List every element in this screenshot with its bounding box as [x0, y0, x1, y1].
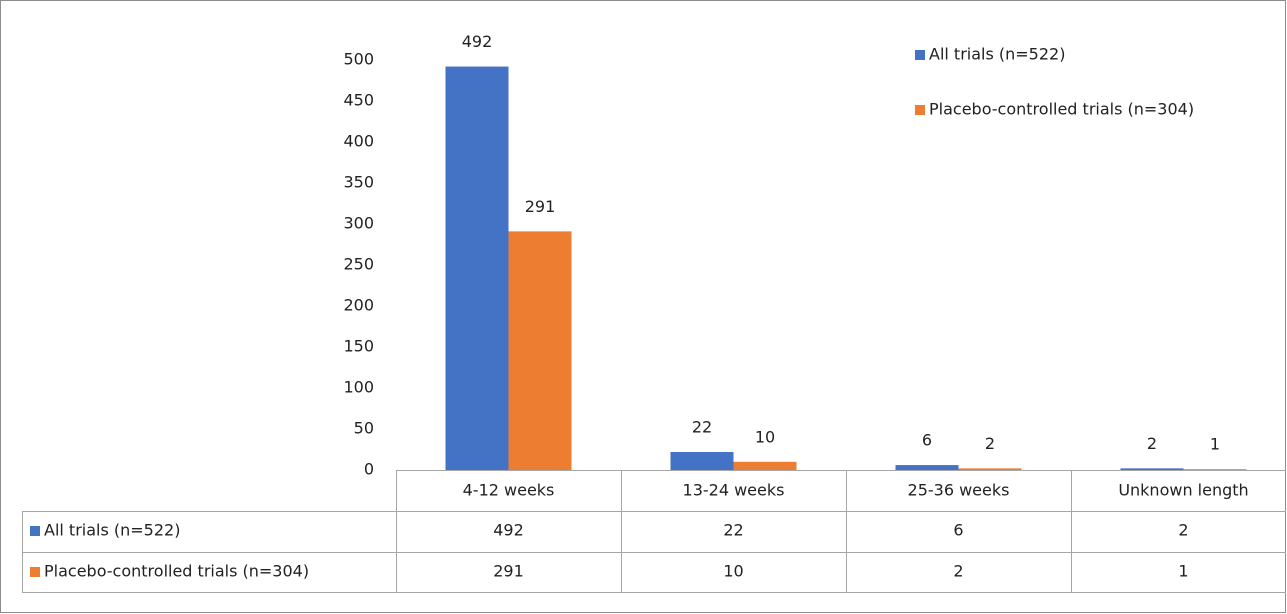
legend-key [915, 50, 925, 60]
table-value: 10 [723, 562, 743, 581]
y-tick-label: 500 [343, 50, 374, 69]
data-label: 2 [1147, 434, 1157, 453]
bar [1183, 469, 1247, 470]
data-label: 291 [525, 197, 556, 216]
table-legend-key [30, 567, 40, 577]
y-tick-label: 100 [343, 378, 374, 397]
data-table-grid [22, 470, 1286, 593]
y-tick-label: 150 [343, 337, 374, 356]
x-tick-label: 4-12 weeks [463, 481, 555, 500]
table-value: 2 [1178, 521, 1188, 540]
table-value: 492 [493, 521, 524, 540]
data-label: 492 [462, 32, 493, 51]
table-row-label: Placebo-controlled trials (n=304) [44, 562, 309, 581]
table-value: 1 [1178, 562, 1188, 581]
data-label: 10 [755, 427, 775, 446]
x-tick-label: 13-24 weeks [683, 481, 785, 500]
y-tick-label: 200 [343, 296, 374, 315]
legend-key [915, 105, 925, 115]
y-tick-label: 50 [354, 419, 374, 438]
data-label: 2 [985, 434, 995, 453]
legend-label: All trials (n=522) [929, 45, 1065, 64]
bar [508, 231, 572, 470]
bar [895, 465, 959, 470]
table-value: 6 [953, 521, 963, 540]
bar [733, 461, 797, 470]
bar [1120, 468, 1184, 470]
table-value: 2 [953, 562, 963, 581]
table-legend-key [30, 526, 40, 536]
data-label: 6 [922, 431, 932, 450]
bar [445, 66, 509, 470]
table-value: 291 [493, 562, 524, 581]
table-value: 22 [723, 521, 743, 540]
y-tick-label: 350 [343, 173, 374, 192]
data-label: 22 [692, 417, 712, 436]
bar [958, 468, 1022, 470]
legend-label: Placebo-controlled trials (n=304) [929, 100, 1194, 119]
bar [670, 451, 734, 470]
y-tick-label: 0 [364, 460, 374, 479]
x-tick-label: Unknown length [1118, 481, 1248, 500]
x-tick-label: 25-36 weeks [908, 481, 1010, 500]
y-tick-label: 250 [343, 255, 374, 274]
y-tick-label: 300 [343, 214, 374, 233]
y-tick-label: 450 [343, 91, 374, 110]
table-row-label: All trials (n=522) [44, 521, 180, 540]
y-tick-label: 400 [343, 132, 374, 151]
data-label: 1 [1210, 435, 1220, 454]
